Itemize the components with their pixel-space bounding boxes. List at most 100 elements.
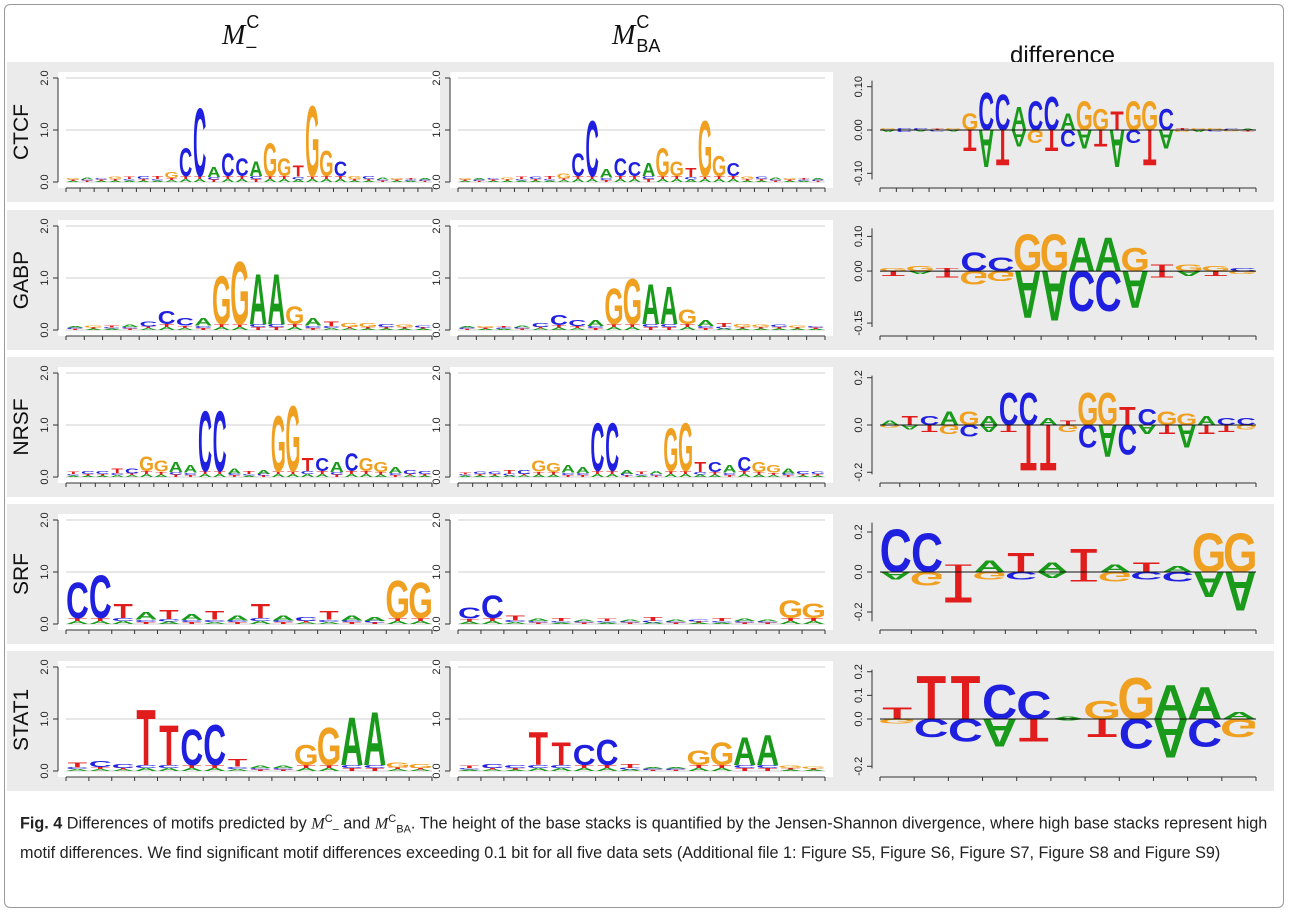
diff-letter-positive: G [880,127,897,130]
logo-letter: A [95,180,109,182]
diff-letter-positive: G [1141,94,1158,141]
logo-letter: C [769,179,783,181]
logo-letter: C [414,325,432,328]
diff-letter-negative: A [979,423,999,434]
logo-letter: T [782,475,795,478]
logo-ctcf-diff: 0.100.00-0.10G C C T G G C C A C C A G G T G G C T G G C AA C A C… [853,76,1257,192]
figure-label: Fig. 4 [20,814,63,833]
diff-letter-negative: A [1109,118,1125,178]
diff-letter-positive: C [880,518,912,585]
logo-letter: A [495,328,513,330]
logo-letter: G [687,745,712,770]
diff-letter-positive: A [1099,562,1131,574]
logo-letter: A [642,273,660,337]
logo-letter: A [546,474,560,478]
logo-letter: G [678,304,697,328]
diff-letter-positive: A [1036,559,1068,575]
logo-letter: C [495,327,513,329]
diff-letter-negative: A [1193,564,1225,605]
logo-letter: A [687,622,710,624]
logo-letter: A [180,767,203,772]
logo-letter: T [781,768,801,770]
logo-letter: A [179,178,193,183]
logo-letter: A [710,767,733,772]
y-tick-label: 2.0 [39,659,51,674]
logo-letter: A [165,180,179,183]
logo-letter: A [756,619,779,622]
logo-letter: C [376,179,390,181]
logo-letter: A [272,765,295,769]
y-tick-label: 0.0 [431,616,443,631]
logo-letter: T [586,175,597,180]
logo-letter: A [301,473,315,478]
logo-letter: A [154,474,168,478]
logo-letter: A [125,475,139,478]
logo-letter: G [778,765,803,769]
logo-letter: T [790,327,806,329]
logo-letter: A [770,328,788,330]
logo-letter: A [264,178,278,183]
column-header-minus: M C – [222,11,260,56]
logo-letter: C [180,620,203,623]
logo-letter: T [360,470,372,475]
diff-letter-negative: G [1027,125,1044,145]
y-tick-label: 2.0 [39,70,51,85]
diff-letter-positive: G [1092,102,1109,136]
logo-letter: C [473,179,487,181]
logo-letter: T [159,608,179,623]
diff-letter-positive: C [987,254,1014,275]
logo-letter: A [386,769,409,772]
diff-letter-positive: C [911,521,943,584]
logo-letter: T [404,473,417,475]
y-tick-label: 0.0 [431,469,443,484]
logo-letter: T [483,767,503,770]
logo-letter: C [664,621,687,623]
diff-letter-negative: C [1207,130,1223,132]
diff-letter-negative: G [879,424,900,428]
logo-letter: G [390,178,404,180]
logo-letter: T [601,179,612,183]
diff-letter-negative: T [945,562,972,611]
logo-letter: T [287,470,299,475]
diff-letter-positive: C [995,84,1011,141]
logo-letter: T [689,764,709,769]
diff-letter-negative: G [1223,130,1240,132]
logo-letter: T [379,327,395,329]
logo-letter: G [385,570,410,630]
logo-letter: T [86,327,102,329]
logo-letter: T [530,179,541,181]
logo-letter: A [359,473,373,478]
logo-letter: T [459,179,470,181]
logo-letter: A [109,180,123,182]
diff-letter-positive: C [897,127,913,130]
logo-letter: A [362,180,376,182]
logo-letter: A [550,767,573,772]
logo-letter: C [334,158,347,182]
logo-letter: A [96,475,110,477]
logo-letter: T [126,473,139,476]
diff-letter-negative: T [1151,269,1174,280]
logo-letter: A [642,767,665,769]
logo-letter: A [737,473,751,478]
logo-letter: T [419,181,430,183]
logo-letter: C [571,146,584,183]
diff-letter-positive: A [1221,710,1256,721]
logo-letter: T [620,762,639,769]
logo-letter: T [415,327,431,329]
logo-letter: A [502,475,516,477]
logo-letter: C [473,471,487,475]
logo-letter: G [154,457,169,475]
logo-letter: T [319,609,339,622]
logo-letter: C [529,176,543,180]
logo-letter: A [341,614,364,622]
logo-letter: T [533,326,548,329]
diff-letter-negative: C [959,421,978,439]
diff-letter-positive: G [879,267,908,272]
logo-letter: T [689,621,709,623]
logo-letter: A [140,473,154,478]
logo-letter: C [550,764,573,769]
diff-letter-negative: A [1191,129,1207,132]
logo-letter: T [222,175,233,180]
y-tick-label: 2.0 [431,218,443,233]
